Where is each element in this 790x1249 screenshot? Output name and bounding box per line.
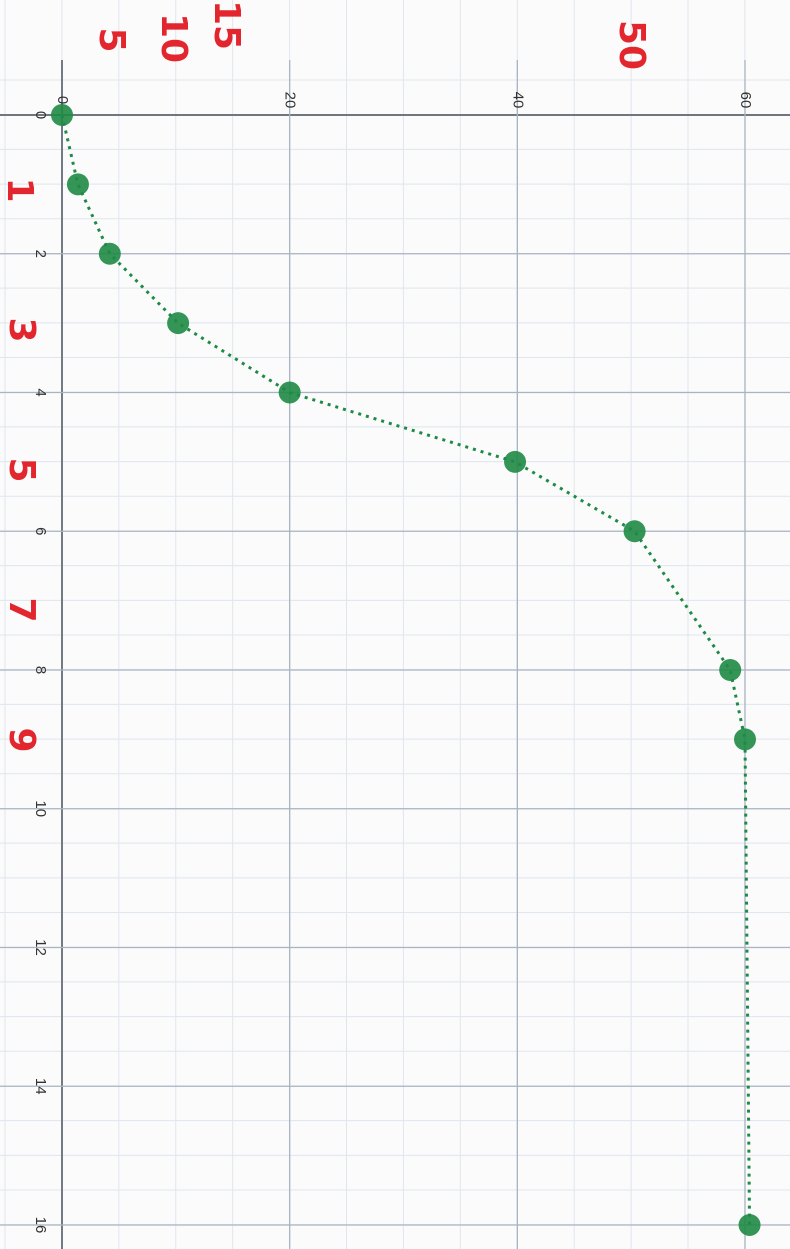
data-point [167,312,190,335]
data-point [623,520,646,543]
x-tick-label: 4 [32,388,49,396]
y-tick-label: 20 [282,92,299,109]
x-tick-label: 0 [32,111,49,119]
x-tick-label: 2 [32,250,49,258]
data-point [66,173,89,196]
annotation: 7 [1,597,42,622]
x-tick-label: 6 [32,527,49,535]
annotation: 5 [1,457,42,482]
data-point [734,728,756,751]
x-tick-label: 12 [32,939,49,956]
data-point [719,659,742,681]
y-tick-label: 40 [509,92,526,109]
data-point [504,450,527,473]
x-tick-label: 8 [32,666,49,674]
x-tick-label: 16 [32,1217,49,1234]
y-tick-label: 60 [737,92,754,109]
annotation: 50 [611,20,652,70]
annotation: 1 [0,177,40,202]
annotation: 9 [1,727,42,752]
annotation: 3 [1,317,42,342]
x-tick-label: 10 [32,800,49,817]
x-tick-label: 14 [32,1078,49,1095]
data-point [51,104,73,126]
data-line [60,114,752,1226]
y-tick-label: 0 [54,96,71,104]
data-point [738,1214,761,1236]
data-point [98,242,121,265]
data-point [278,381,301,404]
annotation: 10 [153,13,194,63]
annotation: 15 [206,0,247,50]
annotation: 5 [91,27,132,52]
